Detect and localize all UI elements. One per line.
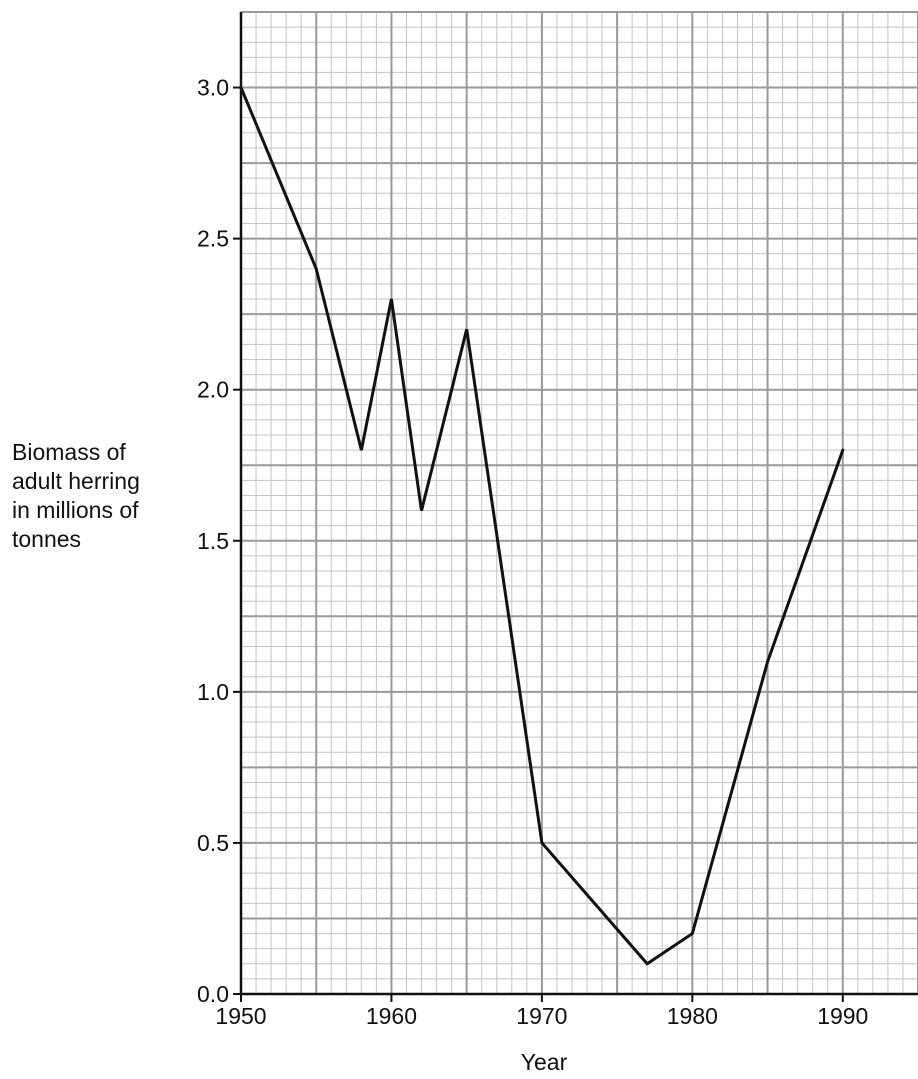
x-tick-label: 1960	[366, 1003, 417, 1029]
y-tick-labels: 0.0 0.5 1.0 1.5 2.0 2.5 3.0	[197, 75, 229, 1007]
y-tick-label: 1.0	[197, 679, 229, 705]
x-tick-labels: 1950 1960 1970 1980 1990	[215, 1003, 868, 1029]
y-axis-label-line: tonnes	[12, 526, 82, 552]
x-tick-label: 1950	[215, 1003, 266, 1029]
x-tick-label: 1980	[667, 1003, 718, 1029]
axes	[233, 12, 918, 1002]
y-axis-label-line: Biomass of	[12, 439, 126, 465]
y-tick-label: 1.5	[197, 528, 229, 554]
x-tick-label: 1990	[817, 1003, 868, 1029]
y-axis-label-line: in millions of	[12, 497, 139, 523]
y-tick-label: 0.0	[197, 981, 229, 1007]
minor-gridlines	[241, 12, 918, 994]
y-tick-label: 3.0	[197, 75, 229, 101]
major-gridlines	[241, 11, 918, 994]
y-tick-label: 0.5	[197, 830, 229, 856]
y-tick-label: 2.5	[197, 226, 229, 252]
x-axis-label: Year	[521, 1049, 568, 1075]
x-tick-label: 1970	[516, 1003, 567, 1029]
data-series	[239, 86, 845, 966]
y-tick-label: 2.0	[197, 377, 229, 403]
y-axis-label-line: adult herring	[12, 468, 140, 494]
